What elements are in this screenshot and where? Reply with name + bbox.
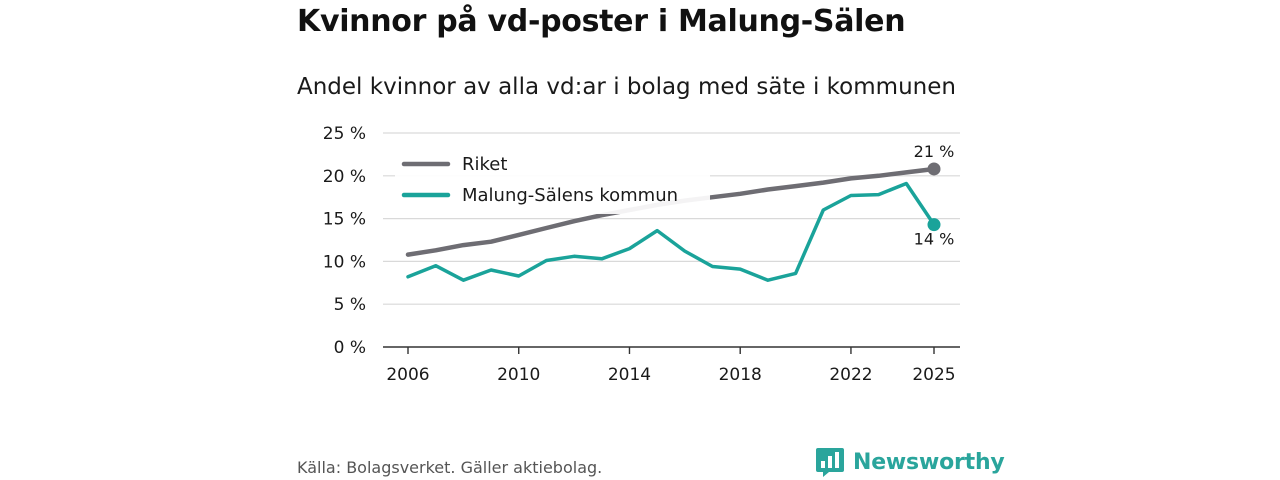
y-tick-label: 20 % <box>323 167 366 187</box>
legend-label-riket: Riket <box>462 154 507 175</box>
y-tick-label: 15 % <box>323 210 366 230</box>
x-tick-label: 2025 <box>912 365 955 385</box>
brand-logo: Newsworthy <box>815 446 1005 478</box>
source-note: Källa: Bolagsverket. Gäller aktiebolag. <box>297 458 603 477</box>
x-axis: 2006 2010 2014 2018 2022 2025 <box>383 346 960 385</box>
y-tick-label: 25 % <box>323 124 366 144</box>
end-label-kommun: 14 % <box>914 230 955 249</box>
legend-label-kommun: Malung-Sälens kommun <box>462 185 678 206</box>
y-tick-label: 5 % <box>334 295 366 315</box>
y-tick-label: 0 % <box>334 338 366 358</box>
x-tick-label: 2010 <box>497 365 540 385</box>
y-tick-label: 10 % <box>323 252 366 272</box>
end-point-kommun <box>927 218 941 232</box>
line-chart: 0 %5 %10 %15 %20 %25 % 2006 2010 2014 2018 2… <box>323 124 960 385</box>
x-tick-label: 2022 <box>829 365 872 385</box>
legend: Riket Malung-Sälens kommun <box>395 148 710 214</box>
end-label-riket: 21 % <box>914 142 955 161</box>
chart-subtitle: Andel kvinnor av alla vd:ar i bolag med … <box>297 74 956 100</box>
end-point-riket <box>927 162 941 176</box>
newsworthy-logo-icon <box>816 448 844 477</box>
end-labels: 21 % 14 % <box>914 142 955 249</box>
x-tick-label: 2018 <box>719 365 762 385</box>
chart-title: Kvinnor på vd-poster i Malung-Sälen <box>297 4 906 39</box>
x-tick-label: 2014 <box>608 365 651 385</box>
y-axis-ticks: 0 % 5 % 10 % 15 % 20 % 25 % <box>323 124 366 358</box>
series-line-kommun <box>406 181 936 282</box>
legend-background <box>395 148 710 214</box>
brand-name: Newsworthy <box>853 449 1005 475</box>
x-tick-label: 2006 <box>386 365 429 385</box>
